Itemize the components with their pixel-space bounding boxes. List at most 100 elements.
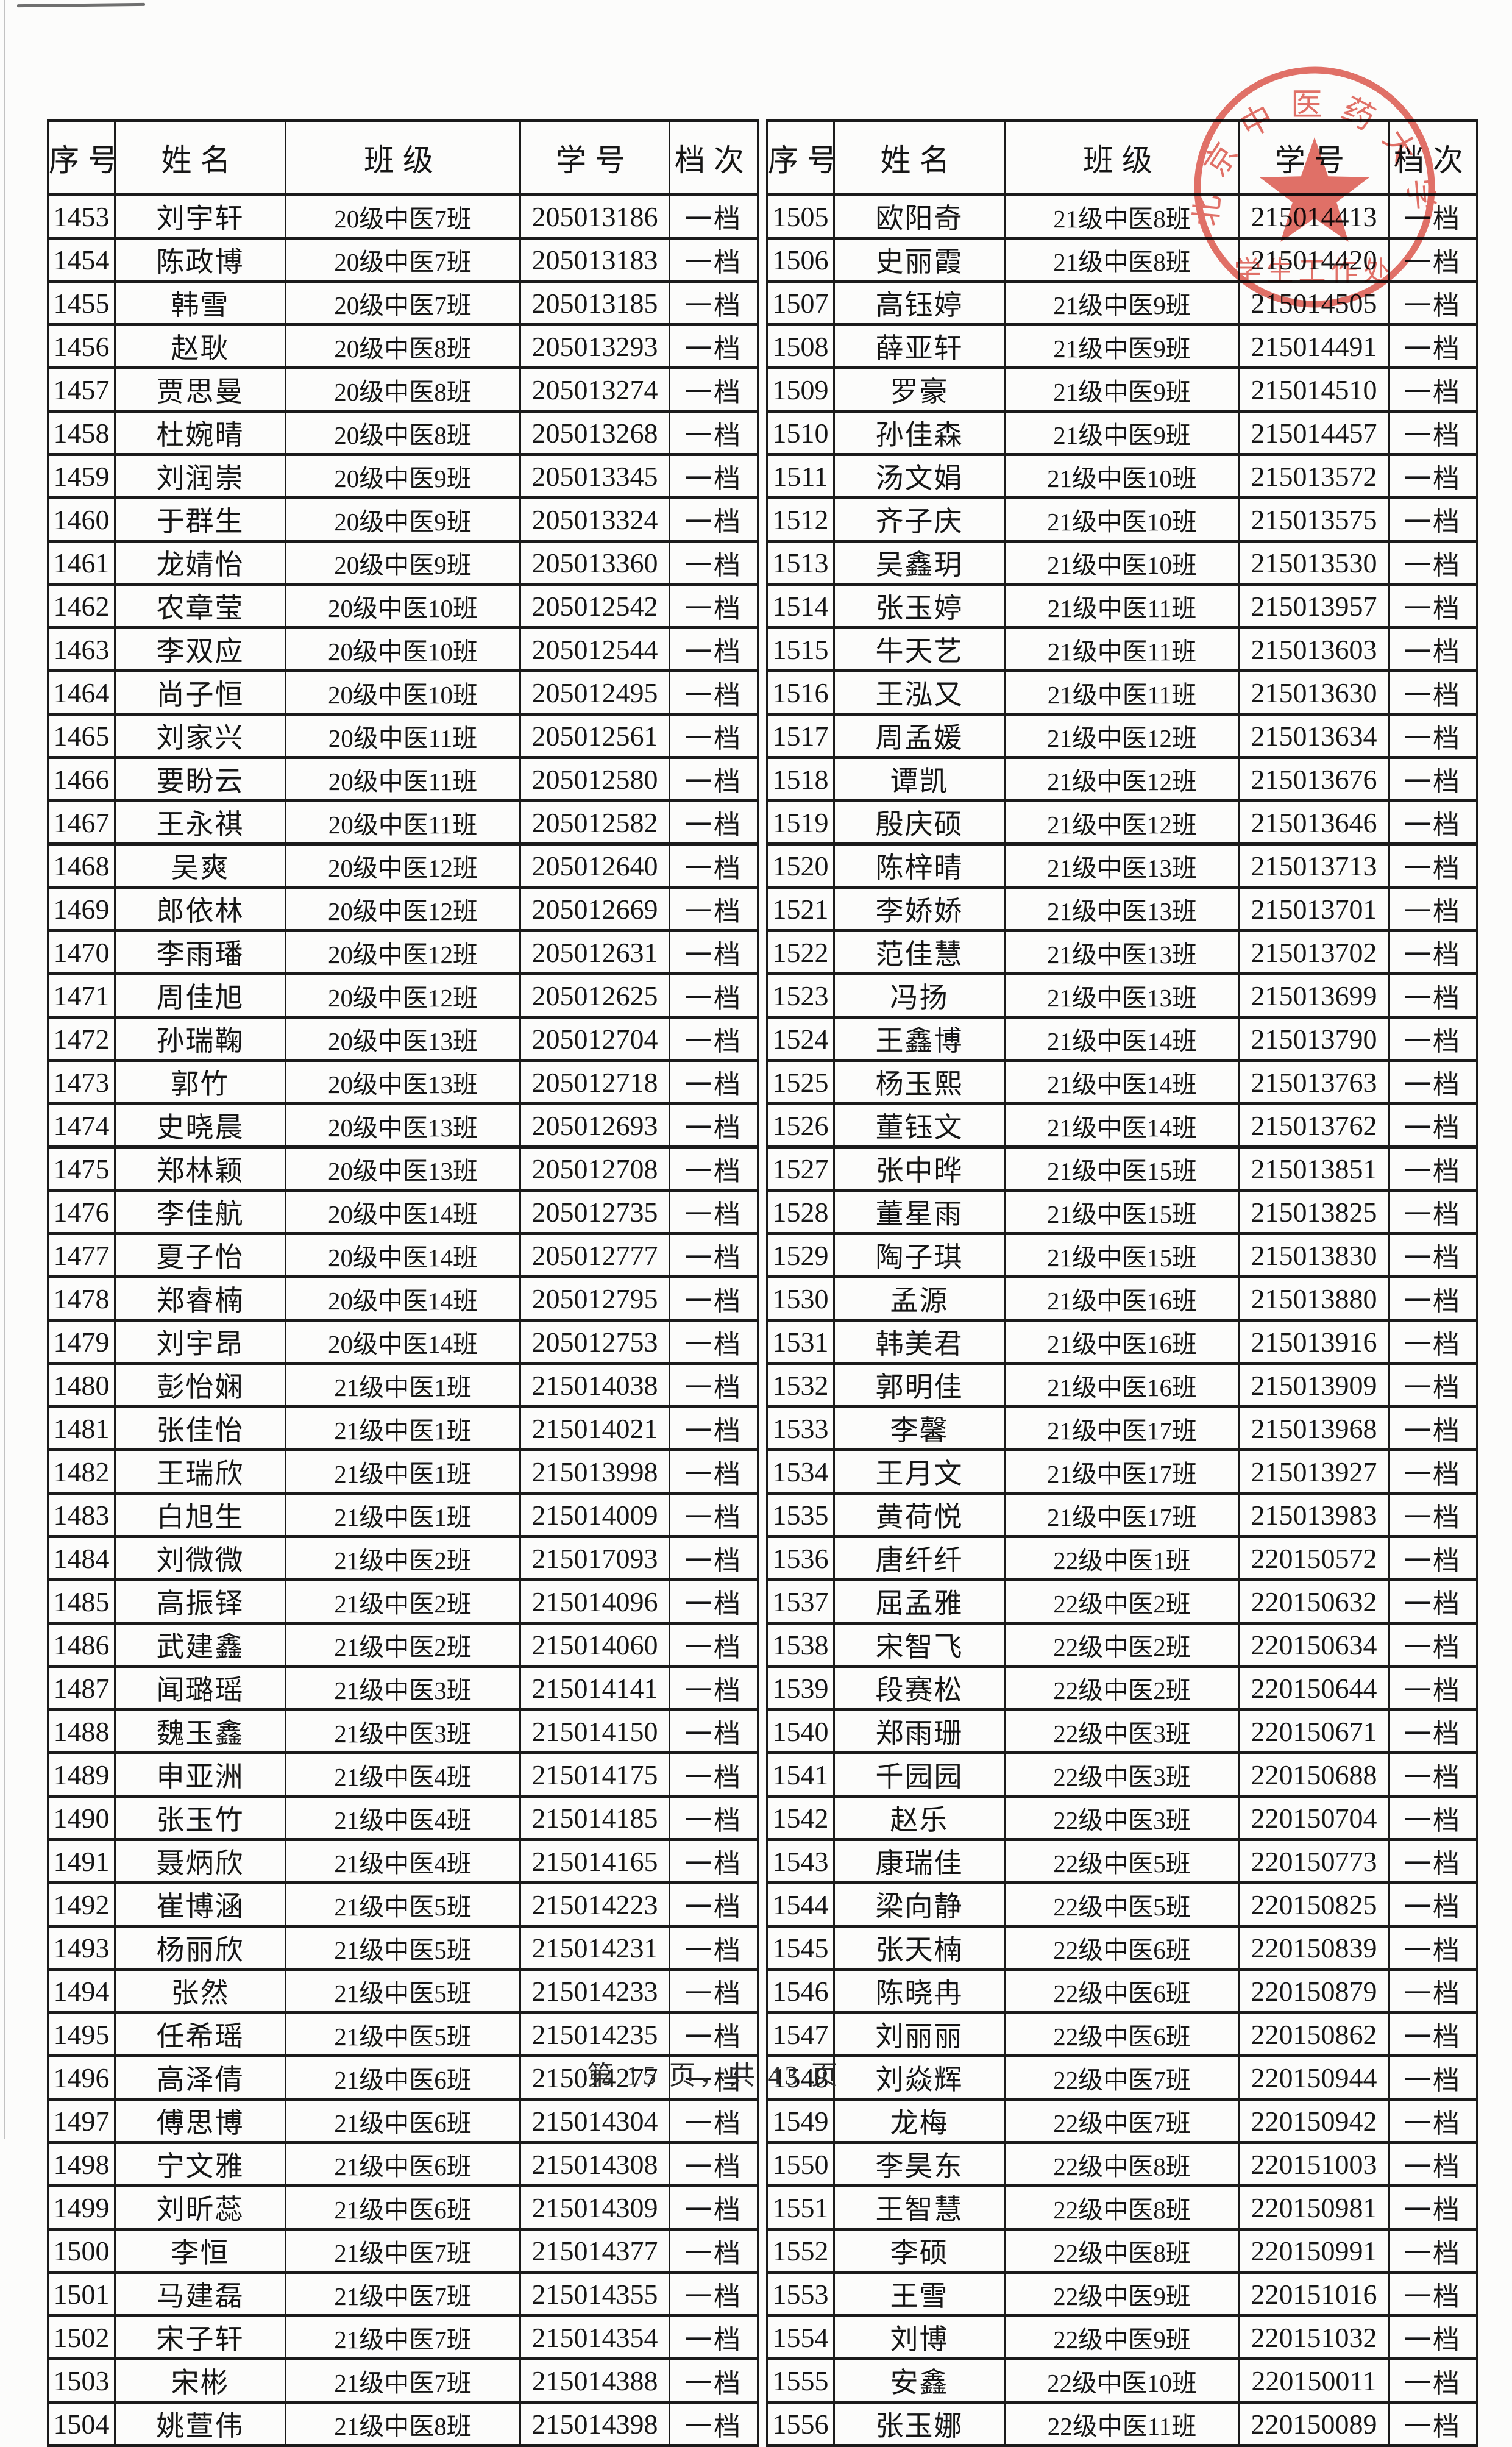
table-row: 1527 张中晔 21级中医15班 215013851 一档 [766, 1145, 1478, 1192]
class-cell: 21级中医17班 [1004, 1492, 1240, 1538]
class-cell: 21级中医10班 [1004, 540, 1240, 586]
student-id-cell: 205012640 [519, 842, 670, 889]
table-row: 1530 孟源 21级中医16班 215013880 一档 [766, 1275, 1478, 1322]
table-row: 1508 薛亚轩 21级中医9班 215014491 一档 [766, 323, 1478, 369]
tier-cell: 一档 [1388, 1535, 1478, 1581]
class-cell: 21级中医5班 [285, 2011, 521, 2057]
table-row: 1506 史丽霞 21级中医8班 215014420 一档 [766, 237, 1478, 283]
table-row: 1502 宋子轩 21级中医7班 215014354 一档 [47, 2314, 759, 2360]
serial-cell: 1510 [766, 410, 835, 456]
serial-cell: 1490 [47, 1795, 116, 1841]
student-id-cell: 215013983 [1238, 1492, 1390, 1538]
serial-cell: 1515 [766, 626, 835, 672]
class-cell: 20级中医11班 [285, 799, 521, 846]
name-cell: 宋智飞 [833, 1622, 1006, 1668]
serial-cell: 1485 [47, 1578, 116, 1625]
table-row: 1503 宋彬 21级中医7班 215014388 一档 [47, 2357, 759, 2404]
table-row: 1461 龙婧怡 20级中医9班 205013360 一档 [47, 540, 759, 586]
class-cell: 20级中医8班 [285, 410, 521, 456]
serial-cell: 1507 [766, 280, 835, 326]
serial-cell: 1548 [766, 2054, 835, 2101]
name-cell: 李雨璠 [114, 929, 286, 975]
table-row: 1545 张天楠 22级中医6班 220150839 一档 [766, 1925, 1478, 1971]
tier-cell: 一档 [1388, 2314, 1478, 2360]
table-row: 1496 高泽倩 21级中医6班 215014277 一档 [47, 2054, 759, 2101]
serial-cell: 1543 [766, 1838, 835, 1884]
serial-cell: 1536 [766, 1535, 835, 1581]
class-cell: 20级中医14班 [285, 1232, 521, 1278]
table-row: 1543 康瑞佳 22级中医5班 220150773 一档 [766, 1838, 1478, 1884]
tier-cell: 一档 [1388, 1189, 1478, 1235]
table-row: 1555 安鑫 22级中医10班 220150011 一档 [766, 2357, 1478, 2404]
tier-cell: 一档 [1388, 1232, 1478, 1278]
student-id-cell: 215013646 [1238, 799, 1390, 846]
serial-cell: 1528 [766, 1189, 835, 1235]
name-cell: 王鑫博 [833, 1016, 1006, 1062]
table-row: 1507 高钰婷 21级中医9班 215014505 一档 [766, 280, 1478, 326]
name-cell: 高振铎 [114, 1578, 286, 1625]
class-cell: 21级中医6班 [285, 2054, 521, 2101]
name-cell: 王永祺 [114, 799, 286, 846]
class-cell: 21级中医8班 [285, 2401, 521, 2447]
class-cell: 21级中医13班 [1004, 972, 1240, 1019]
student-id-cell: 215013998 [519, 1448, 670, 1495]
student-id-cell: 220151032 [1238, 2314, 1390, 2360]
tier-cell: 一档 [1388, 2141, 1478, 2187]
serial-cell: 1555 [766, 2357, 835, 2404]
student-id-cell: 215013530 [1238, 540, 1390, 586]
name-cell: 刘润崇 [114, 453, 286, 499]
student-id-cell: 205013186 [519, 193, 670, 240]
name-cell: 张然 [114, 1968, 286, 2014]
student-id-cell: 215014223 [519, 1881, 670, 1928]
student-id-cell: 215014233 [519, 1968, 670, 2014]
student-id-cell: 215014420 [1238, 237, 1390, 283]
class-cell: 21级中医14班 [1004, 1059, 1240, 1105]
student-id-cell: 205012777 [519, 1232, 670, 1278]
name-cell: 李娇娇 [833, 886, 1006, 932]
tier-cell: 一档 [1388, 280, 1478, 326]
tier-cell: 一档 [669, 1448, 759, 1495]
table-row: 1465 刘家兴 20级中医11班 205012561 一档 [47, 713, 759, 759]
serial-cell: 1516 [766, 669, 835, 716]
table-row: 1528 董星雨 21级中医15班 215013825 一档 [766, 1189, 1478, 1235]
tier-cell: 一档 [669, 1795, 759, 1841]
serial-cell: 1477 [47, 1232, 116, 1278]
student-id-cell: 215013880 [1238, 1275, 1390, 1322]
student-id-cell: 215014165 [519, 1838, 670, 1884]
student-id-cell: 220150839 [1238, 1925, 1390, 1971]
class-cell: 20级中医12班 [285, 886, 521, 932]
student-id-cell: 205012495 [519, 669, 670, 716]
student-id-cell: 215014150 [519, 1708, 670, 1754]
student-id-cell: 215013634 [1238, 713, 1390, 759]
class-cell: 22级中医5班 [1004, 1881, 1240, 1928]
name-cell: 宋彬 [114, 2357, 286, 2404]
tier-cell: 一档 [1388, 1925, 1478, 1971]
serial-cell: 1497 [47, 2098, 116, 2144]
serial-cell: 1489 [47, 1751, 116, 1798]
tier-cell: 一档 [669, 237, 759, 283]
student-id-cell: 215014398 [519, 2401, 670, 2447]
class-cell: 21级中医12班 [1004, 799, 1240, 846]
name-cell: 郑雨珊 [833, 1708, 1006, 1754]
name-cell: 王智慧 [833, 2184, 1006, 2231]
class-cell: 20级中医7班 [285, 193, 521, 240]
roster-table-right: 序号 姓名 班级 学号 档次 1505欧阳奇21级中医8班215014413一档… [766, 119, 1478, 2447]
serial-cell: 1547 [766, 2011, 835, 2057]
name-cell: 刘丽丽 [833, 2011, 1006, 2057]
student-id-cell: 215013572 [1238, 453, 1390, 499]
student-id-cell: 220150991 [1238, 2228, 1390, 2274]
class-cell: 20级中医10班 [285, 626, 521, 672]
name-cell: 齐子庆 [833, 496, 1006, 543]
class-cell: 21级中医16班 [1004, 1319, 1240, 1365]
table-row: 1533 李馨 21级中医17班 215013968 一档 [766, 1405, 1478, 1451]
tier-cell: 一档 [1388, 1362, 1478, 1408]
name-cell: 彭怡娴 [114, 1362, 286, 1408]
name-cell: 吴鑫玥 [833, 540, 1006, 586]
name-cell: 李硕 [833, 2228, 1006, 2274]
class-cell: 21级中医5班 [285, 1925, 521, 1971]
serial-cell: 1473 [47, 1059, 116, 1105]
class-cell: 22级中医8班 [1004, 2141, 1240, 2187]
table-row: 1484 刘微微 21级中医2班 215017093 一档 [47, 1535, 759, 1581]
tier-cell: 一档 [669, 2228, 759, 2274]
tier-cell: 一档 [669, 886, 759, 932]
